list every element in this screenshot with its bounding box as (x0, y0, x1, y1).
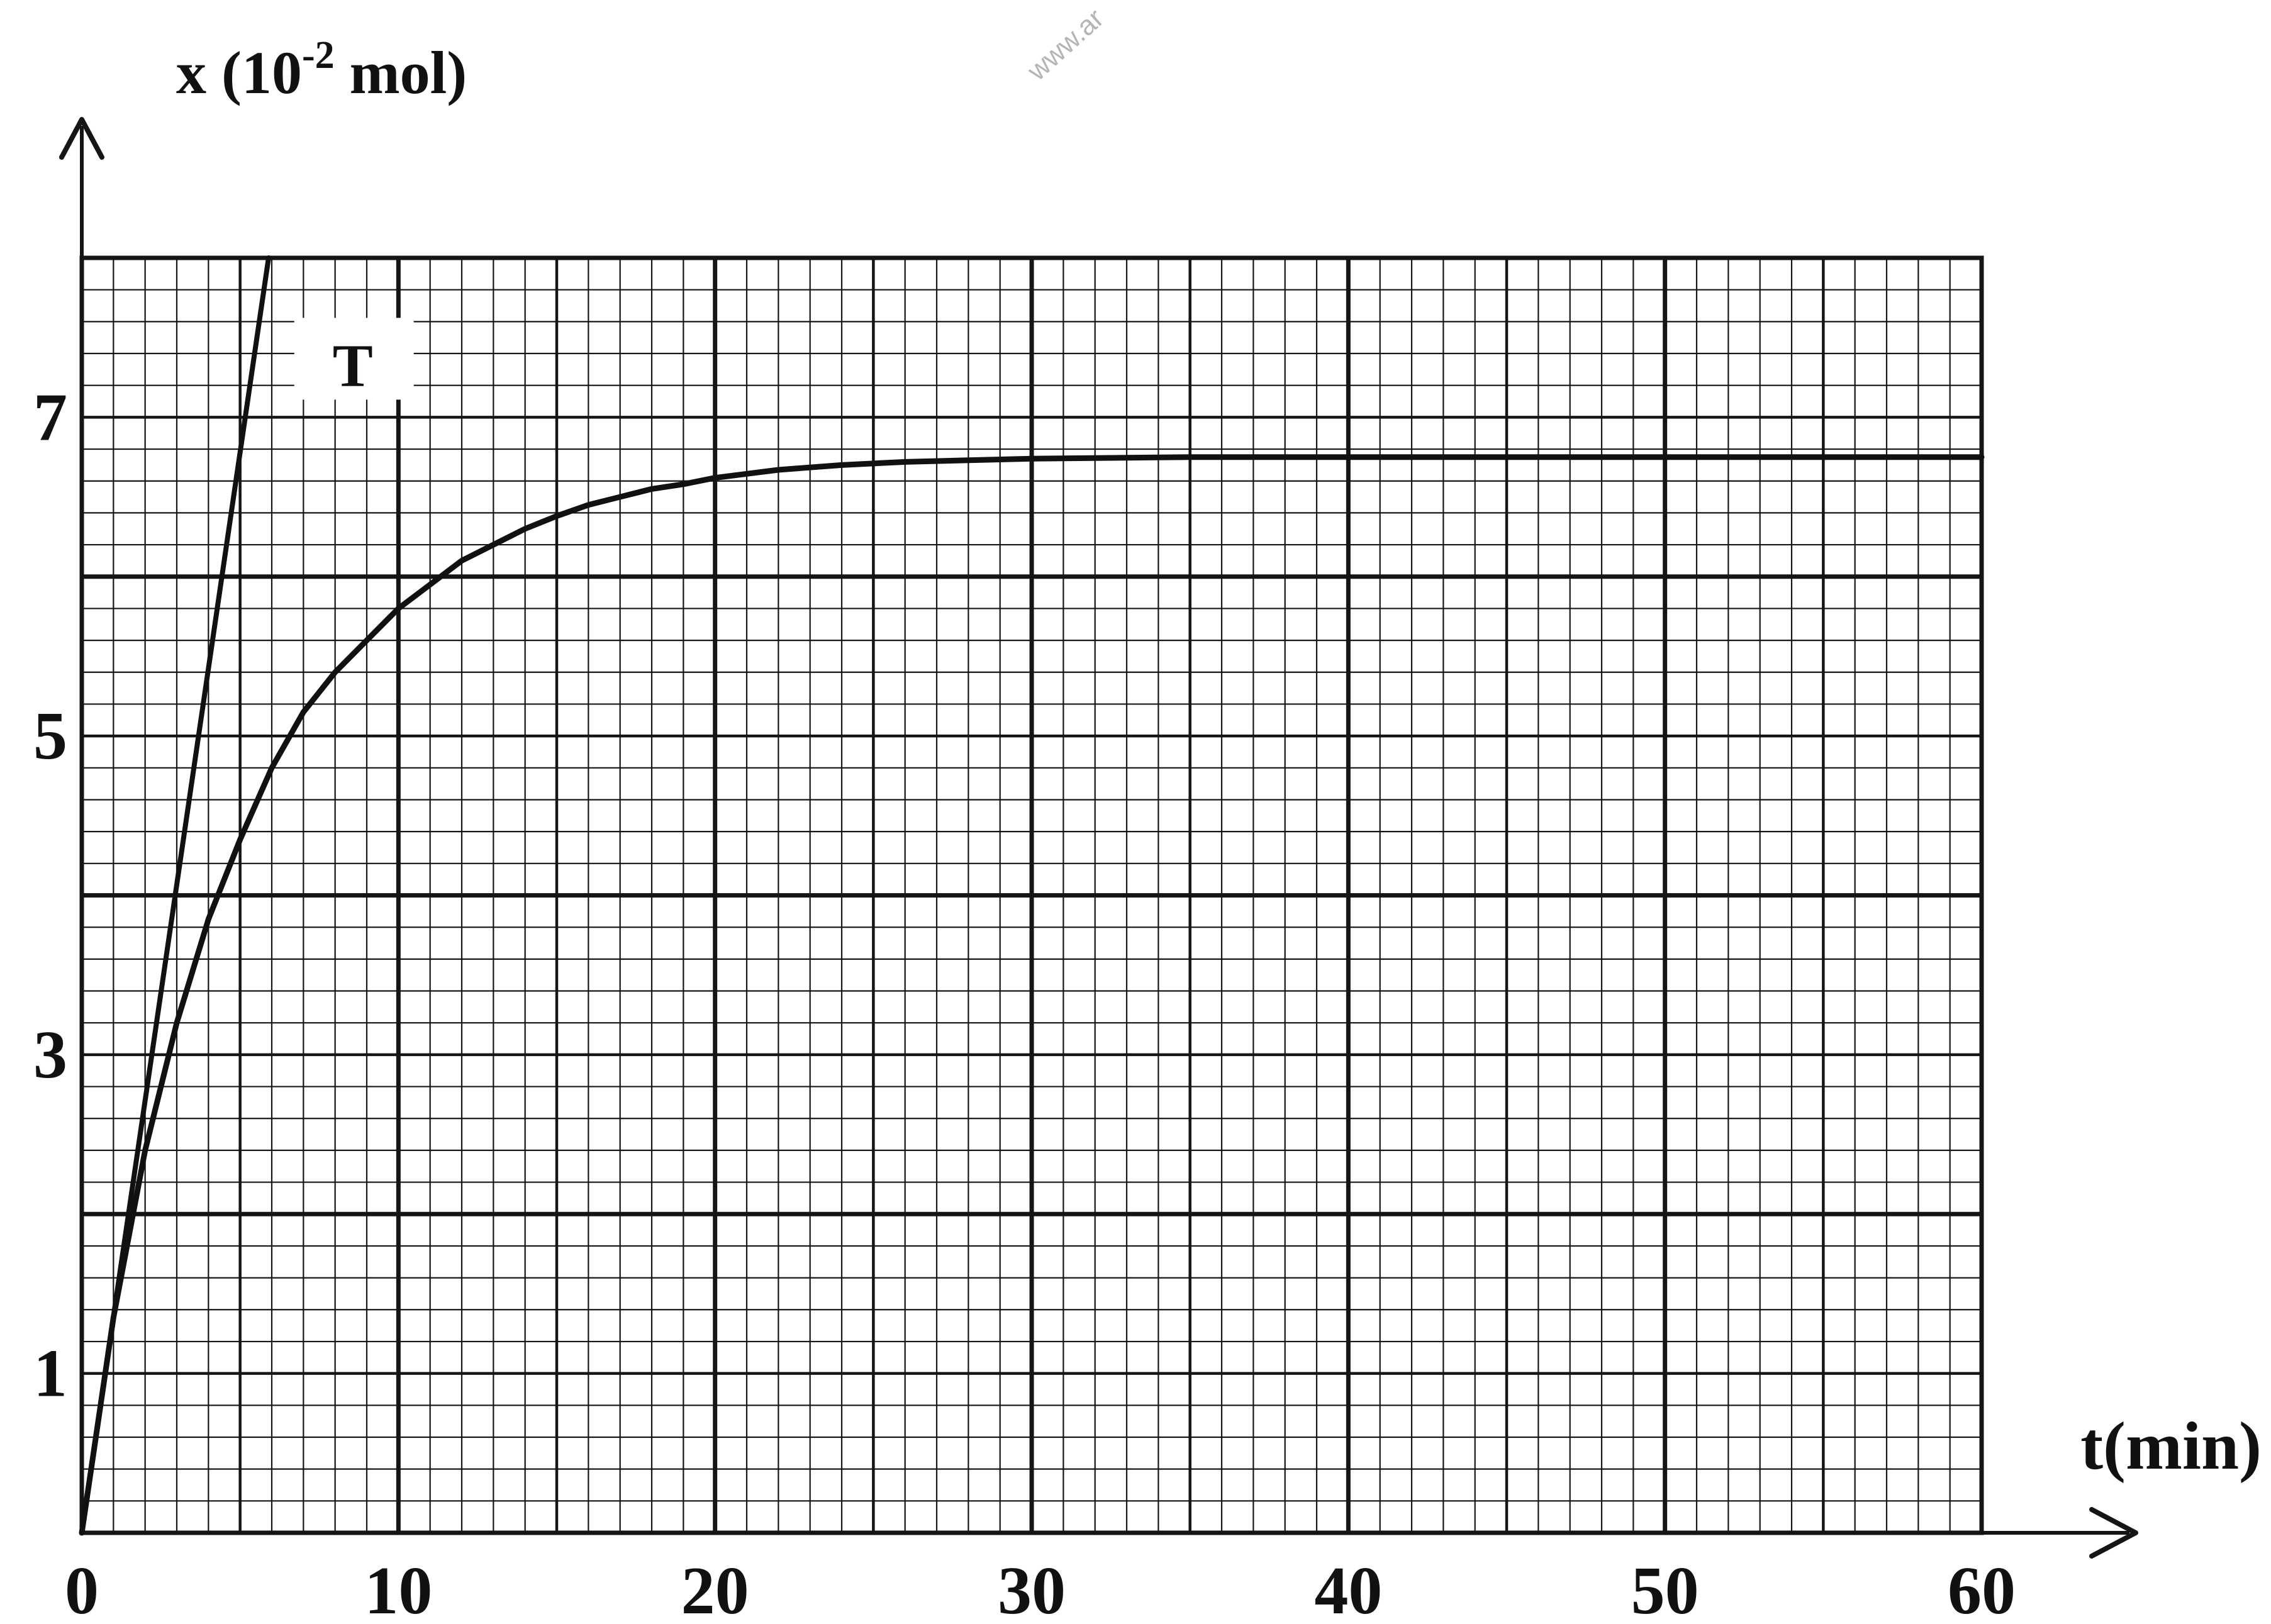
y-tick-label: 7 (33, 380, 67, 455)
y-axis-arrow (59, 117, 104, 160)
tangent-line (79, 255, 271, 1535)
x-tick-label: 40 (1314, 1554, 1382, 1621)
watermark-text: www.ar (1021, 3, 1110, 87)
x-tick-label: 50 (1631, 1554, 1699, 1621)
y-tick-label: 5 (33, 699, 67, 774)
y-axis-label: x (10-2 mol) (176, 34, 467, 106)
x-tick-label: 60 (1948, 1554, 2016, 1621)
y-tick-label: 1 (33, 1337, 67, 1411)
annotation-label: T (333, 331, 373, 399)
y-tick-label: 3 (33, 1018, 67, 1093)
x-tick-label: 30 (998, 1554, 1066, 1621)
x-tick-label: 10 (364, 1554, 432, 1621)
x-axis-label: t(min) (2080, 1409, 2262, 1484)
series-curve (79, 454, 1985, 1536)
axes (59, 117, 2138, 1559)
annotation-background (294, 318, 414, 400)
x-axis-arrow (2089, 1507, 2138, 1559)
x-tick-label: 0 (65, 1554, 99, 1621)
series-layer (79, 255, 1985, 1536)
labels: T 0 10 20 30 40 50 60 1 3 5 7 x (10-2 mol) t(min) www.… (33, 3, 2262, 1624)
x-tick-label: 20 (681, 1554, 749, 1621)
